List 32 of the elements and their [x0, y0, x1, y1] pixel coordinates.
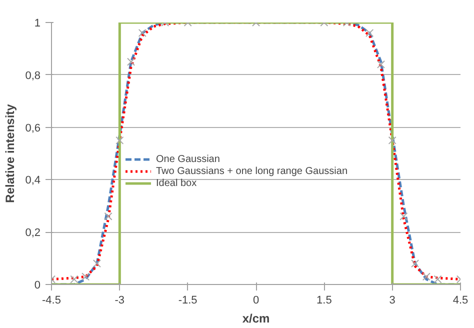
point [366, 28, 374, 38]
x-tick-label: -1.5 [178, 294, 198, 306]
x-tick-label: 0 [252, 294, 260, 306]
legend-label: Two Gaussians + one long range Gaussian [156, 165, 348, 177]
point [138, 28, 146, 38]
x-axis-title: x/cm [242, 312, 270, 326]
point [434, 275, 442, 284]
point [82, 272, 90, 281]
y-axis-title: Relative intensity [3, 104, 18, 203]
y-tick-label: 0,8 [25, 70, 41, 82]
point [400, 212, 408, 220]
point [116, 136, 124, 144]
x-tick-label: 1.5 [316, 294, 332, 306]
point [126, 58, 136, 66]
y-tick-label: 0,6 [25, 122, 41, 134]
y-tick-label: 1 [34, 18, 41, 30]
x-tick-label: 4.5 [452, 294, 468, 306]
x-tick-label: -4.5 [42, 294, 61, 306]
legend-label: Ideal box [156, 177, 197, 189]
point [422, 272, 430, 281]
point [376, 60, 386, 68]
point [388, 136, 396, 144]
x-tick-label: -3 [114, 294, 125, 306]
point [104, 212, 112, 220]
point [92, 260, 101, 268]
y-tick-label: 0 [34, 280, 41, 292]
legend-label: One Gaussian [156, 153, 220, 165]
y-tick-label: 0,2 [25, 227, 41, 240]
point [411, 260, 420, 268]
point [70, 275, 78, 284]
y-tick-label: 0,4 [25, 174, 41, 187]
x-tick-label: 3 [389, 294, 396, 306]
